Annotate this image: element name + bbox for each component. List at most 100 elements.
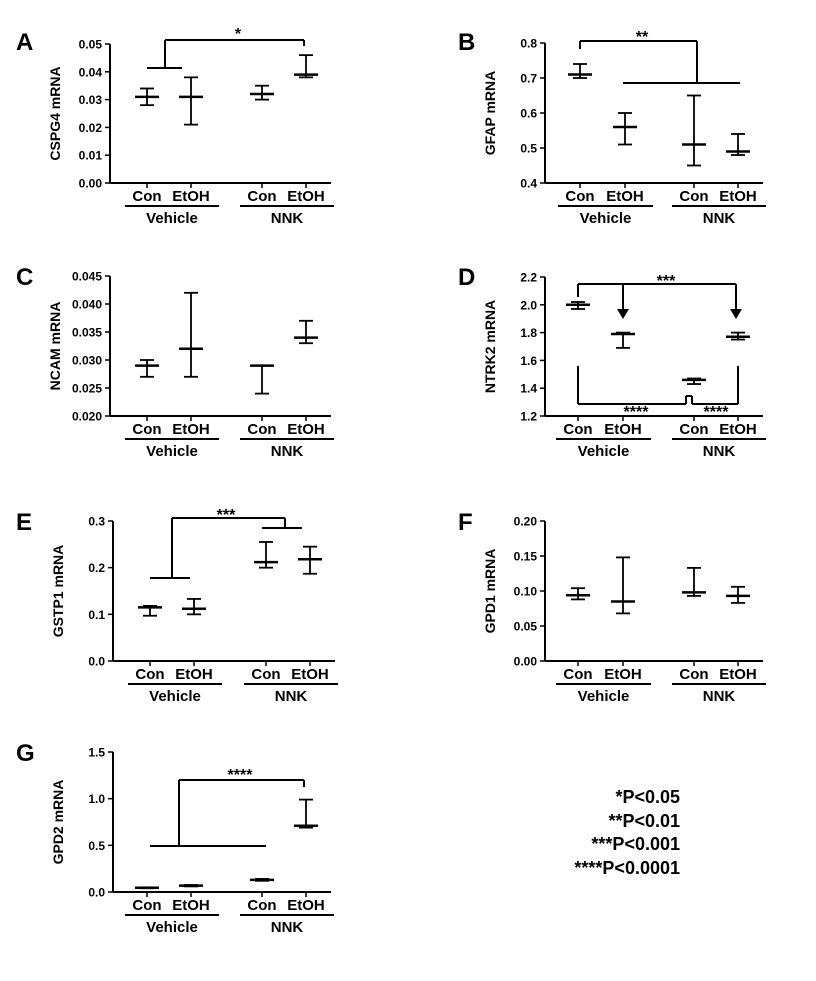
category-label-etoh: EtOH bbox=[287, 188, 325, 205]
y-tick-label: 0.030 bbox=[72, 354, 102, 368]
significance-a: * bbox=[235, 26, 242, 43]
category-label-con: Con bbox=[135, 666, 164, 683]
y-tick-label: 0.05 bbox=[79, 38, 103, 52]
bracket-d-arrowhead-1 bbox=[617, 309, 629, 319]
panel-f: F 0.00 0.05 0.10 0.15 0.20 GPD1 mRNA Con EtOH Con… bbox=[458, 509, 766, 705]
group-label-vehicle: Vehicle bbox=[578, 443, 630, 460]
group-label-vehicle: Vehicle bbox=[149, 688, 201, 705]
y-axis-label: GFAP mRNA bbox=[482, 71, 498, 156]
y-tick-label: 0.035 bbox=[72, 326, 102, 340]
category-label-etoh: EtOH bbox=[175, 666, 213, 683]
category-label-con: Con bbox=[679, 421, 708, 438]
y-tick-label: 1.0 bbox=[88, 792, 105, 806]
category-label-con: Con bbox=[132, 897, 161, 914]
y-tick-label: 1.5 bbox=[88, 746, 105, 760]
y-tick-label: 0.15 bbox=[514, 550, 538, 564]
y-tick-label: 1.8 bbox=[520, 326, 537, 340]
category-label-con: Con bbox=[679, 188, 708, 205]
y-tick-label: 0.05 bbox=[514, 620, 538, 634]
group-label-nnk: NNK bbox=[271, 443, 304, 460]
category-label-etoh: EtOH bbox=[719, 421, 757, 438]
y-tick-label: 0.6 bbox=[520, 107, 537, 121]
category-label-etoh: EtOH bbox=[291, 666, 329, 683]
y-tick-label: 1.2 bbox=[520, 410, 537, 424]
group-label-vehicle: Vehicle bbox=[580, 210, 632, 227]
panel-letter: D bbox=[458, 264, 475, 291]
y-tick-label: 0.8 bbox=[520, 37, 537, 51]
y-tick-label: 0.020 bbox=[72, 410, 102, 424]
category-label-con: Con bbox=[132, 421, 161, 438]
y-tick-label: 0.025 bbox=[72, 382, 102, 396]
significance-d-bottom-2: **** bbox=[704, 404, 730, 421]
category-label-etoh: EtOH bbox=[606, 188, 644, 205]
y-tick-label: 1.4 bbox=[520, 382, 537, 396]
y-tick-label: 0.7 bbox=[520, 72, 537, 86]
panel-e: E 0.0 0.1 0.2 0.3 GSTP1 mRNA Con EtOH Con EtOH Veh… bbox=[16, 509, 338, 705]
category-label-con: Con bbox=[679, 666, 708, 683]
category-label-etoh: EtOH bbox=[287, 421, 325, 438]
legend-p005: *P<0.05 bbox=[615, 787, 680, 807]
y-axis-label: CSPG4 mRNA bbox=[47, 66, 63, 160]
group-label-nnk: NNK bbox=[703, 443, 736, 460]
panel-letter: B bbox=[458, 29, 475, 56]
category-label-etoh: EtOH bbox=[719, 666, 757, 683]
y-tick-label: 0.040 bbox=[72, 298, 102, 312]
y-tick-label: 0.00 bbox=[514, 655, 538, 669]
y-tick-label: 0.00 bbox=[79, 177, 103, 191]
group-label-nnk: NNK bbox=[271, 919, 304, 936]
panel-letter: A bbox=[16, 29, 33, 56]
y-tick-label: 0.5 bbox=[520, 142, 537, 156]
group-label-nnk: NNK bbox=[703, 688, 736, 705]
y-tick-label: 0.03 bbox=[79, 93, 103, 107]
y-tick-label: 0.4 bbox=[520, 177, 537, 191]
y-tick-label: 2.2 bbox=[520, 271, 537, 285]
significance-legend: *P<0.05 **P<0.01 ***P<0.001 ****P<0.0001 bbox=[520, 786, 680, 880]
category-label-etoh: EtOH bbox=[604, 421, 642, 438]
y-tick-label: 0.045 bbox=[72, 270, 102, 284]
panel-letter: C bbox=[16, 264, 33, 291]
category-label-con: Con bbox=[563, 666, 592, 683]
y-tick-label: 1.6 bbox=[520, 354, 537, 368]
category-label-etoh: EtOH bbox=[287, 897, 325, 914]
category-label-etoh: EtOH bbox=[604, 666, 642, 683]
panel-letter: E bbox=[16, 509, 32, 536]
y-tick-label: 0.5 bbox=[88, 839, 105, 853]
legend-p001: **P<0.01 bbox=[608, 810, 680, 831]
category-label-con: Con bbox=[247, 188, 276, 205]
y-axis-label: GPD1 mRNA bbox=[482, 549, 498, 634]
category-label-etoh: EtOH bbox=[172, 188, 210, 205]
y-axis-label: GPD2 mRNA bbox=[50, 780, 66, 865]
group-label-nnk: NNK bbox=[703, 210, 736, 227]
y-tick-label: 0.2 bbox=[88, 561, 105, 575]
panel-b: B 0.4 0.5 0.6 0.7 0.8 GFAP mRNA Con EtOH Con EtOH V… bbox=[458, 29, 766, 227]
legend-p0001: ***P<0.001 bbox=[591, 834, 680, 854]
category-label-con: Con bbox=[247, 421, 276, 438]
y-axis-label: GSTP1 mRNA bbox=[50, 545, 66, 638]
category-label-etoh: EtOH bbox=[172, 897, 210, 914]
group-label-nnk: NNK bbox=[271, 210, 304, 227]
significance-b: ** bbox=[636, 29, 649, 46]
y-tick-label: 0.20 bbox=[514, 515, 538, 529]
group-label-nnk: NNK bbox=[275, 688, 308, 705]
category-label-etoh: EtOH bbox=[172, 421, 210, 438]
significance-e: *** bbox=[217, 507, 236, 524]
group-label-vehicle: Vehicle bbox=[146, 443, 198, 460]
panel-c: C 0.020 0.025 0.030 0.035 0.040 0.045 NCAM mRNA… bbox=[16, 264, 334, 460]
y-tick-label: 0.10 bbox=[514, 585, 538, 599]
y-tick-label: 0.01 bbox=[79, 149, 103, 163]
y-axis-label: NTRK2 mRNA bbox=[482, 300, 498, 393]
group-label-vehicle: Vehicle bbox=[146, 919, 198, 936]
panel-g: G 0.0 0.5 1.0 1.5 GPD2 mRNA Con EtOH Con EtOH Vehi… bbox=[16, 740, 334, 936]
y-tick-label: 0.3 bbox=[88, 515, 105, 529]
legend-p00001: ****P<0.0001 bbox=[574, 857, 680, 878]
panel-letter: F bbox=[458, 509, 473, 536]
y-tick-label: 0.0 bbox=[88, 655, 105, 669]
category-label-con: Con bbox=[132, 188, 161, 205]
y-tick-label: 0.04 bbox=[79, 65, 103, 79]
significance-g: **** bbox=[228, 767, 254, 784]
y-axis-label: NCAM mRNA bbox=[47, 302, 63, 391]
significance-d-bottom-1: **** bbox=[624, 404, 650, 421]
category-label-con: Con bbox=[565, 188, 594, 205]
significance-d-top: *** bbox=[657, 273, 676, 290]
